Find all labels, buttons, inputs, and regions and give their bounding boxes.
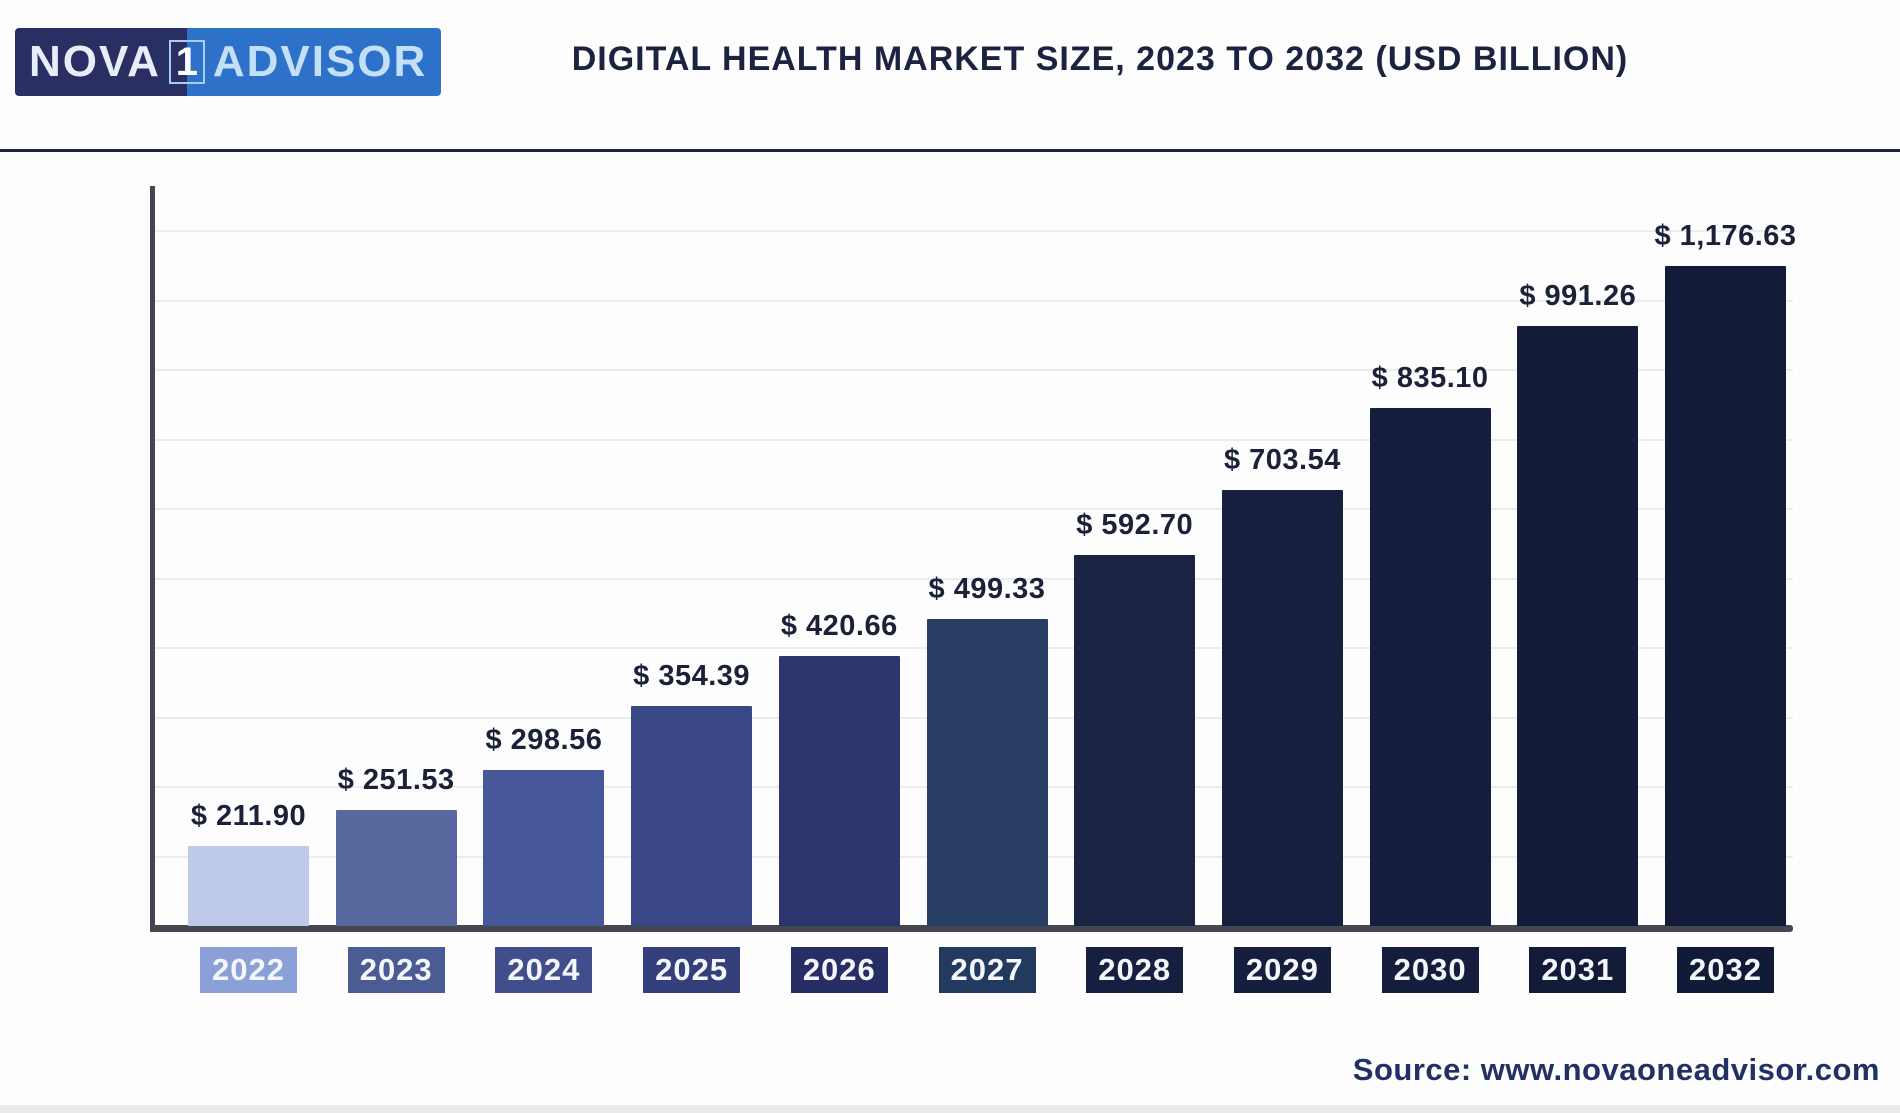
source-text: Source: www.novaoneadvisor.com	[1352, 1052, 1880, 1087]
bar-2027	[926, 619, 1048, 926]
bar-value-label-2029: $ 703.54	[1223, 444, 1341, 476]
bar-2031	[1517, 326, 1639, 926]
bar-value-label-2031: $ 991.26	[1519, 280, 1637, 312]
bar-2026	[778, 656, 900, 926]
gridline	[155, 299, 1793, 302]
bar-value-label-2025: $ 354.39	[633, 660, 751, 692]
logo-text-advisor: ADVISOR	[206, 28, 442, 96]
x-tick-2025: 2025	[643, 947, 741, 993]
bar-2025	[631, 706, 753, 926]
logo-badge-one: 1	[166, 28, 207, 96]
bar-2032	[1665, 266, 1786, 926]
chart-title: DIGITAL HEALTH MARKET SIZE, 2023 TO 2032…	[571, 40, 1629, 78]
bar-2024	[483, 770, 605, 926]
bar-value-label-2024: $ 298.56	[485, 724, 603, 756]
x-tick-2031: 2031	[1529, 947, 1627, 993]
bar-value-label-2023: $ 251.53	[337, 764, 455, 796]
bar-value-label-2022: $ 211.90	[190, 800, 307, 832]
bar-2022	[188, 846, 309, 926]
x-tick-2024: 2024	[495, 947, 593, 993]
x-tick-2026: 2026	[790, 947, 888, 993]
gridline	[155, 438, 1793, 441]
header-divider	[0, 149, 1900, 152]
x-tick-2029: 2029	[1233, 947, 1331, 993]
x-tick-2027: 2027	[938, 947, 1036, 993]
bar-value-label-2028: $ 592.70	[1076, 509, 1194, 541]
bar-2030	[1369, 408, 1491, 926]
x-tick-2022: 2022	[200, 947, 297, 993]
bar-2023	[335, 810, 457, 926]
bar-2029	[1221, 490, 1343, 926]
logo-text-nova: NOVA	[15, 28, 167, 96]
x-tick-2030: 2030	[1381, 947, 1479, 993]
y-axis-line	[150, 186, 155, 932]
bar-value-label-2030: $ 835.10	[1371, 362, 1489, 394]
gridline	[155, 508, 1793, 510]
gridline	[155, 230, 1793, 232]
bottom-strip	[0, 1105, 1900, 1113]
bar-value-label-2032: $ 1,176.63	[1654, 220, 1797, 252]
x-tick-2028: 2028	[1086, 947, 1184, 993]
nova-one-advisor-logo: NOVA 1 ADVISOR	[15, 28, 442, 96]
x-tick-2023: 2023	[347, 947, 445, 993]
bar-2028	[1074, 555, 1196, 926]
x-tick-2032: 2032	[1677, 947, 1774, 993]
x-axis-line	[150, 925, 1793, 932]
bar-value-label-2027: $ 499.33	[928, 573, 1046, 605]
bar-value-label-2026: $ 420.66	[780, 610, 898, 642]
gridline	[155, 369, 1793, 371]
gridline	[155, 577, 1793, 580]
